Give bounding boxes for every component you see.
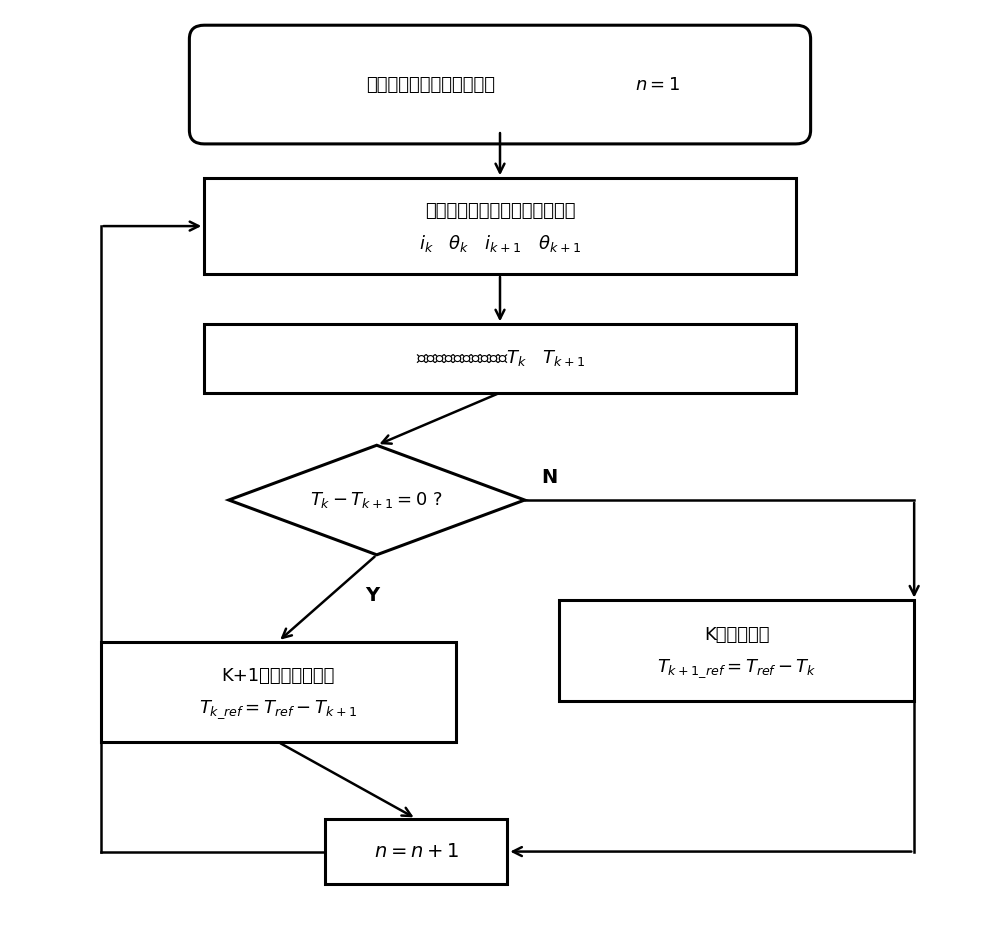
Text: Y: Y	[365, 587, 379, 605]
Text: $T_k - T_{k+1}=0$ ?: $T_k - T_{k+1}=0$ ?	[310, 490, 443, 510]
Bar	[204, 324, 796, 393]
Text: 设置系统运行的开通关断角: 设置系统运行的开通关断角	[366, 76, 495, 94]
Text: N: N	[541, 468, 557, 487]
Text: K相始终去磁: K相始终去磁	[704, 626, 769, 643]
Polygon shape	[229, 445, 525, 555]
Text: $T_{k\_ref} = T_{ref} - T_{k+1}$: $T_{k\_ref} = T_{ref} - T_{k+1}$	[199, 699, 357, 721]
Bar	[101, 641, 456, 742]
Text: K+1相始终进行励磁: K+1相始终进行励磁	[221, 667, 335, 685]
Bar	[204, 178, 796, 274]
Text: 获取换相期间相转矩：$T_k$   $T_{k+1}$: 获取换相期间相转矩：$T_k$ $T_{k+1}$	[416, 349, 584, 369]
Text: $n = n+1$: $n = n+1$	[374, 842, 459, 861]
Text: 获取换相期间相电流和位置信息: 获取换相期间相电流和位置信息	[425, 202, 575, 220]
Text: $n = 1$: $n = 1$	[635, 76, 680, 94]
Text: $T_{k+1\_ref} = T_{ref} - T_k$: $T_{k+1\_ref} = T_{ref} - T_k$	[657, 657, 817, 680]
Text: $i_k$   $\theta_k$   $i_{k+1}$   $\theta_{k+1}$: $i_k$ $\theta_k$ $i_{k+1}$ $\theta_{k+1}…	[419, 233, 581, 254]
FancyBboxPatch shape	[189, 25, 811, 144]
Bar	[325, 819, 507, 884]
Bar	[559, 601, 914, 701]
